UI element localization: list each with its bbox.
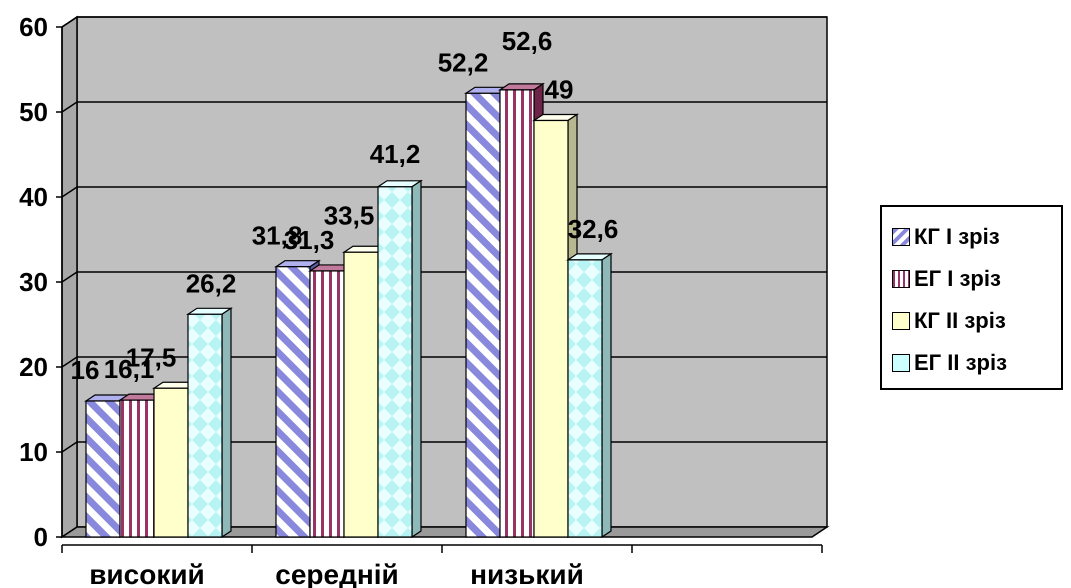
legend-item: КГ І зріз xyxy=(892,222,1000,252)
data-label: 52,2 xyxy=(438,47,489,77)
legend-swatch-diamond-icon xyxy=(892,354,910,372)
legend-swatch-diagonal-icon xyxy=(892,228,910,246)
legend-item: ЕГ ІІ зріз xyxy=(892,348,1007,378)
bar xyxy=(567,259,603,538)
x-tick-label: низький xyxy=(470,559,584,588)
data-label: 49 xyxy=(545,75,574,105)
legend-swatch-vertical-icon xyxy=(892,270,910,288)
x-tick-label: високий xyxy=(89,559,205,588)
y-tick-label: 0 xyxy=(34,522,48,552)
data-label: 17,5 xyxy=(126,342,177,372)
bar-side xyxy=(221,307,232,539)
x-tick-label: середній xyxy=(275,559,399,588)
y-tick-label: 60 xyxy=(19,12,48,42)
bar xyxy=(309,270,345,538)
bar-side xyxy=(601,252,612,539)
data-label: 31,3 xyxy=(284,225,335,255)
legend-label: КГ ІІ зріз xyxy=(914,308,1006,333)
data-label: 33,5 xyxy=(324,200,375,230)
gridline xyxy=(61,101,827,113)
bar xyxy=(119,399,155,538)
bar xyxy=(465,92,501,538)
y-tick-label: 30 xyxy=(19,267,48,297)
bar xyxy=(275,266,311,538)
data-label: 16,1 xyxy=(104,354,155,384)
bar xyxy=(85,400,121,538)
data-label: 16 xyxy=(71,355,100,385)
bar-side xyxy=(411,179,422,539)
y-tick-label: 10 xyxy=(19,437,48,467)
legend-label: ЕГ І зріз xyxy=(914,266,1001,291)
bar xyxy=(343,251,379,538)
y-tick-label: 50 xyxy=(19,97,48,127)
chart-legend: КГ І зріз ЕГ І зріз КГ ІІ зріз ЕГ ІІ зрі… xyxy=(880,205,1063,390)
legend-item: ЕГ І зріз xyxy=(892,264,1001,294)
bar xyxy=(533,119,569,538)
legend-swatch-solid-icon xyxy=(892,312,910,330)
data-label: 52,6 xyxy=(502,26,553,56)
legend-label: КГ І зріз xyxy=(914,224,1000,249)
data-label: 41,2 xyxy=(370,139,421,169)
y-tick-label: 20 xyxy=(19,352,48,382)
legend-item: КГ ІІ зріз xyxy=(892,306,1006,336)
y-tick-label: 40 xyxy=(19,182,48,212)
data-label: 32,6 xyxy=(568,214,619,244)
bar xyxy=(377,186,413,538)
data-label: 31,8 xyxy=(252,221,303,251)
bar xyxy=(153,387,189,538)
gridline xyxy=(61,16,827,28)
bar xyxy=(499,89,535,538)
bar xyxy=(187,313,223,538)
data-label: 26,2 xyxy=(186,268,237,298)
legend-label: ЕГ ІІ зріз xyxy=(914,350,1008,375)
